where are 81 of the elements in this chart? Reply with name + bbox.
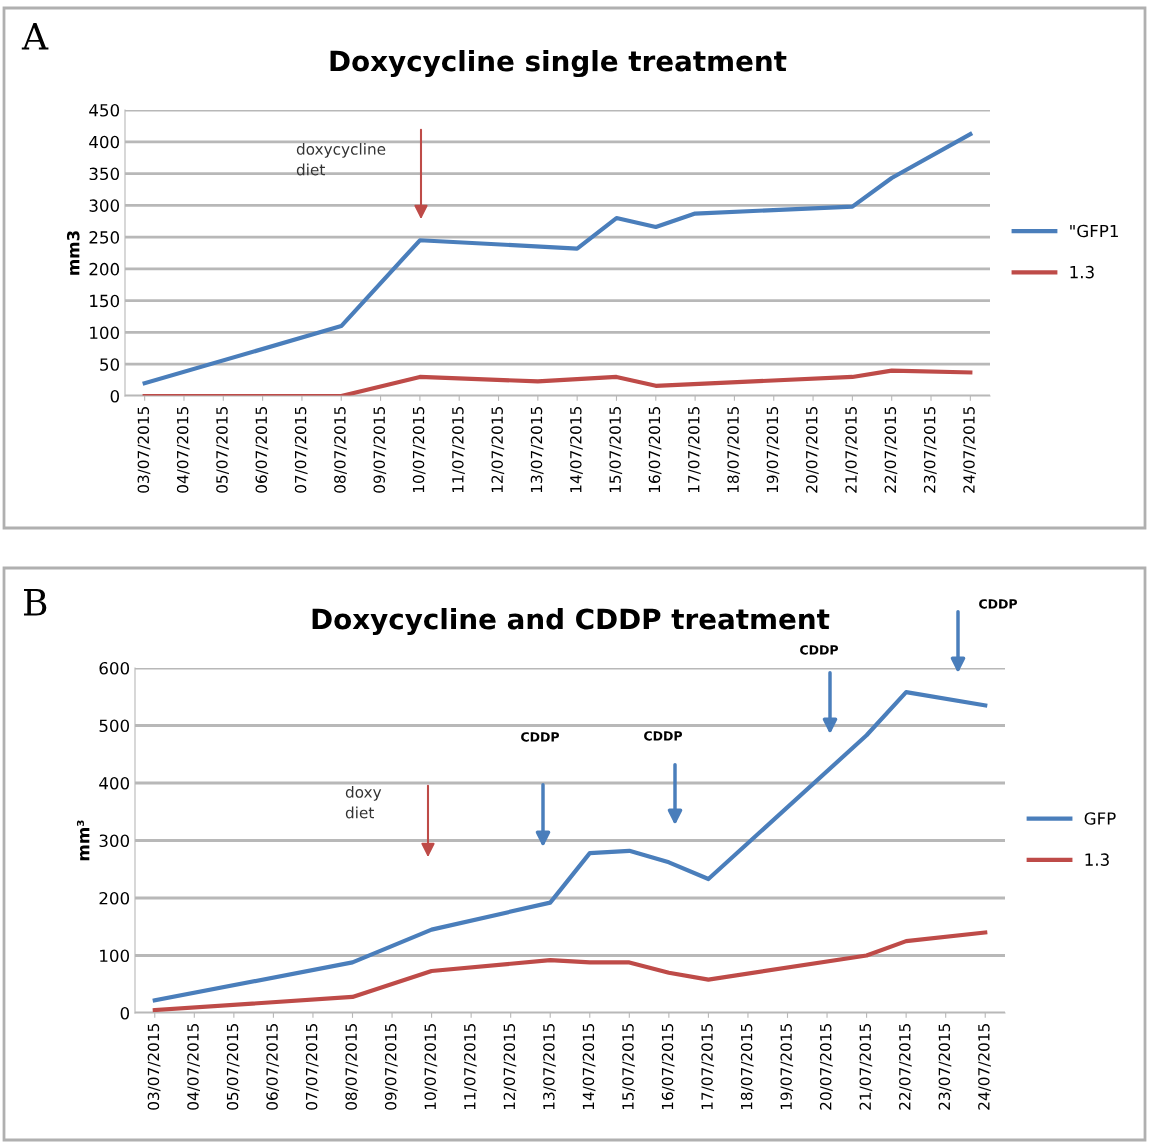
line-series — [152, 930, 988, 1013]
y-tick-label: 300 — [99, 834, 130, 848]
x-tick-label: 21/07/2015 — [859, 1024, 873, 1110]
x-tick-label: 03/07/2015 — [137, 407, 151, 493]
x-tick-label: 22/07/2015 — [884, 407, 898, 493]
chart-title: Doxycycline single treatment — [330, 50, 787, 78]
x-tick-label: 05/07/2015 — [216, 407, 229, 493]
x-tick-label: 15/07/2015 — [622, 1024, 635, 1110]
y-tick-label: 200 — [99, 891, 130, 905]
x-tick-label: 16/07/2015 — [661, 1024, 675, 1110]
y-tick-label: 400 — [99, 776, 130, 790]
x-tick-label: 06/07/2015 — [255, 407, 269, 493]
x-tick-label: 08/07/2015 — [334, 407, 347, 493]
y-axis-title: mm³ — [76, 820, 90, 861]
x-tick-label: 12/07/2015 — [503, 1024, 517, 1110]
x-tick-label: 23/07/2015 — [938, 1024, 952, 1110]
x-tick-label: 20/07/2015 — [819, 1024, 833, 1110]
y-tick-label: 0 — [110, 389, 120, 403]
y-tick-label: 100 — [90, 326, 120, 340]
x-tick-label: 11/07/2015 — [464, 1024, 477, 1110]
x-tick-label: 11/07/2015 — [452, 407, 465, 493]
x-tick-label: 18/07/2015 — [740, 1024, 754, 1110]
x-tick-label: 13/07/2015 — [530, 407, 544, 493]
x-tick-label: 19/07/2015 — [766, 407, 780, 493]
x-tick-label: 07/07/2015 — [305, 1024, 319, 1110]
x-tick-label: 09/07/2015 — [384, 1024, 398, 1110]
x-tick-label: 08/07/2015 — [345, 1024, 359, 1110]
annotation: doxy diet — [345, 786, 382, 819]
x-tick-label: 17/07/2015 — [701, 1024, 715, 1110]
annotation: CDDP — [521, 732, 560, 742]
legend-label: "GFP1 — [1070, 224, 1118, 238]
x-tick-label: 06/07/2015 — [266, 1024, 280, 1110]
y-tick-label: 300 — [89, 199, 120, 212]
line-series — [142, 132, 973, 386]
x-tick-label: 12/07/2015 — [491, 407, 505, 493]
y-tick-label: 150 — [90, 294, 120, 308]
x-tick-label: 09/07/2015 — [373, 407, 387, 493]
y-tick-label: 500 — [99, 719, 130, 733]
text: A — [21, 23, 49, 50]
x-tick-label: 21/07/2015 — [845, 407, 859, 493]
x-tick-label: 18/07/2015 — [727, 407, 741, 493]
x-tick-label: 24/07/2015 — [963, 407, 976, 493]
annotation: doxycycline diet — [296, 143, 386, 176]
y-tick-label: 200 — [89, 262, 120, 276]
legend-label: 1.3 — [1085, 853, 1109, 866]
x-tick-label: 22/07/2015 — [899, 1024, 912, 1110]
x-tick-label: 23/07/2015 — [923, 407, 937, 493]
x-tick-label: 03/07/2015 — [147, 1024, 161, 1110]
x-tick-label: 20/07/2015 — [805, 407, 819, 493]
y-tick-label: 100 — [100, 949, 130, 963]
x-tick-label: 10/07/2015 — [412, 407, 426, 493]
line-series — [152, 690, 988, 1003]
x-tick-label: 16/07/2015 — [648, 407, 662, 493]
y-axis-title: mm3 — [66, 231, 80, 275]
x-tick-label: 14/07/2015 — [582, 1024, 596, 1110]
y-tick-label: 400 — [89, 135, 120, 149]
legend-label: GFP — [1084, 812, 1116, 825]
x-tick-label: 13/07/2015 — [543, 1024, 556, 1110]
y-tick-label: 450 — [89, 103, 120, 117]
y-tick-label: 250 — [89, 231, 120, 244]
x-tick-label: 14/07/2015 — [570, 407, 583, 493]
line-series — [142, 368, 973, 396]
annotation: CDDP — [644, 731, 683, 741]
x-tick-label: 10/07/2015 — [424, 1024, 438, 1110]
x-tick-label: 15/07/2015 — [609, 407, 623, 493]
chart-title: Doxycycline and CDDP treatment — [312, 608, 830, 636]
x-tick-label: 07/07/2015 — [294, 407, 308, 493]
legend-label: 1.3 — [1070, 265, 1094, 279]
y-tick-label: 50 — [100, 358, 120, 371]
x-tick-label: 04/07/2015 — [176, 407, 190, 493]
x-tick-label: 04/07/2015 — [187, 1024, 200, 1110]
text: B — [23, 589, 47, 616]
x-tick-label: 05/07/2015 — [226, 1024, 240, 1110]
y-tick-label: 0 — [120, 1006, 130, 1020]
x-tick-label: 17/07/2015 — [687, 407, 701, 493]
text: CDDP — [979, 599, 1018, 609]
text: CDDP — [800, 645, 839, 655]
y-tick-label: 350 — [89, 167, 120, 181]
x-tick-label: 19/07/2015 — [780, 1024, 794, 1110]
x-tick-label: 24/07/2015 — [978, 1024, 991, 1110]
y-tick-label: 600 — [99, 661, 130, 675]
